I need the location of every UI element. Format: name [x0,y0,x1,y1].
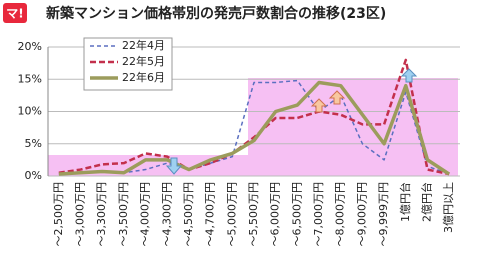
legend-label: 22年4月 [122,38,165,52]
series-line [58,58,450,176]
y-tick-label: 5% [25,137,42,150]
y-tick-label: 0% [25,169,42,182]
grid: 0% 5% 10% 15% 20% ～2,500万円 ～3,000万円 ～3,300万円 ～3,… [18,40,460,247]
arrow-icon [400,68,418,83]
x-tick-label: ～4,700万円 [204,182,217,247]
legend-label: 22年5月 [122,54,165,68]
x-tick-label: ～3,000万円 [74,182,87,247]
arrow-icon [310,98,328,113]
highlight [248,78,458,176]
x-tick-label: ～9,000万円 [355,182,368,247]
logo: マ! [6,7,23,21]
y-tick-label: 10% [18,105,42,118]
logo-box [3,3,27,23]
legend: 22年4月 22年5月 22年6月 [90,38,165,84]
x-tick-label: ～4,500万円 [182,182,195,247]
x-tick-label: ～4,000万円 [139,182,152,247]
x-tick-label: ～6,500万円 [290,182,303,247]
x-tick-label: ～7,000万円 [312,182,325,247]
y-tick-label: 15% [18,72,42,85]
plot [58,58,451,176]
y-tick-label: 20% [18,40,42,53]
series-line [58,80,451,176]
x-tick-label: ～3,500万円 [117,182,130,247]
arrow-icon [165,157,183,175]
arrow-icon [328,90,346,105]
x-tick-label: ～6,000万円 [269,182,282,247]
x-tick-label: ～2,500万円 [52,182,65,247]
x-tick-label: ～8,000万円 [334,182,347,247]
x-tick-label: ～4,300万円 [160,182,173,247]
x-tick-label: ～5,500万円 [247,182,260,247]
x-tick-label: ～3,300万円 [95,182,108,247]
x-tick-label: ～9,999万円 [377,182,390,247]
x-tick-label: ～5,000万円 [225,182,238,247]
x-tick-label: 3億円以上 [442,182,455,233]
legend-label: 22年6月 [122,70,165,84]
chart-title: 新築マンション価格帯別の発売戸数割合の推移(23区) [46,5,386,22]
x-tick-label: 2億円台 [419,182,433,222]
x-tick-label: 1億円台 [398,182,412,222]
